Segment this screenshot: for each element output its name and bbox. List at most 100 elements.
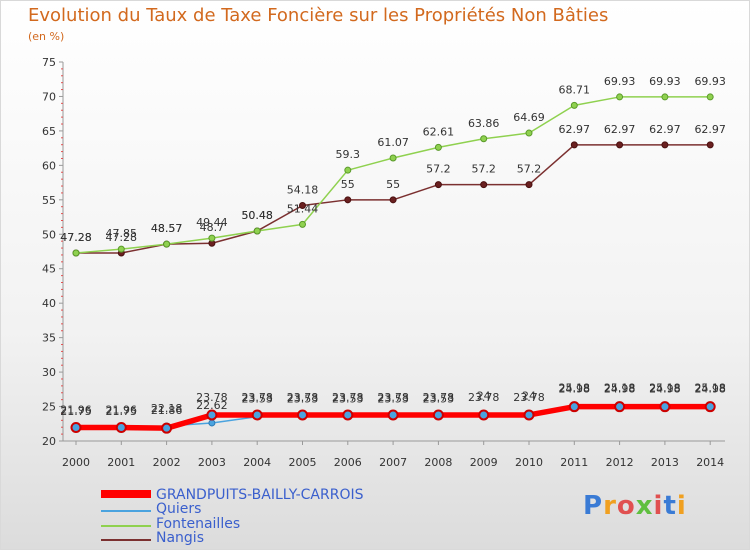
data-label: 54.18	[287, 183, 319, 196]
data-label: 23.53	[287, 393, 319, 406]
data-label: 69.93	[694, 75, 726, 88]
data-label: 23.53	[332, 393, 364, 406]
chart-title: Evolution du Taux de Taxe Foncière sur l…	[28, 5, 609, 26]
data-label: 47.85	[106, 227, 138, 240]
data-label: 23.78	[196, 391, 228, 404]
data-label: 48.57	[151, 222, 183, 235]
data-point	[525, 129, 533, 137]
data-point	[706, 93, 714, 101]
y-tick-label: 25	[42, 401, 56, 414]
data-label: 55	[341, 178, 355, 191]
logo-letter: r	[603, 491, 617, 521]
y-tick-label: 50	[42, 228, 56, 241]
data-label: 48.7	[200, 221, 225, 234]
x-tick-label: 2012	[606, 456, 634, 469]
x-tick-label: 2013	[651, 456, 679, 469]
logo-letter: i	[653, 491, 664, 521]
legend-label: Fontenailles	[156, 516, 241, 532]
data-label: 50.48	[241, 209, 273, 222]
data-label: 21.96	[60, 403, 92, 416]
data-point	[208, 234, 216, 242]
data-label: 24	[477, 389, 491, 402]
data-label: 25.18	[649, 381, 681, 394]
data-label: 57.2	[471, 163, 496, 176]
x-tick-label: 2002	[153, 456, 181, 469]
data-label: 57.2	[517, 163, 542, 176]
data-label: 23.53	[423, 393, 455, 406]
data-point	[523, 409, 535, 421]
x-tick-label: 2014	[696, 456, 724, 469]
data-label: 23.53	[377, 393, 409, 406]
data-label: 21.75	[60, 405, 92, 418]
data-point	[161, 422, 173, 434]
y-axis-unit-label: (en %)	[28, 30, 65, 43]
y-tick-label: 75	[42, 56, 56, 69]
x-tick-label: 2011	[560, 456, 588, 469]
data-label: 23.78	[241, 391, 273, 404]
data-label: 25.18	[604, 381, 636, 394]
proxiti-logo: Proxiti	[583, 491, 687, 521]
data-point	[70, 421, 82, 433]
data-point	[616, 93, 624, 101]
x-tick-label: 2009	[470, 456, 498, 469]
data-label: 23.78	[287, 391, 319, 404]
x-tick-label: 2007	[379, 456, 407, 469]
y-tick-label: 20	[42, 435, 56, 448]
y-tick-label: 70	[42, 90, 56, 103]
data-label: 22.62	[196, 399, 228, 412]
legend-label: GRANDPUITS-BAILLY-CARROIS	[156, 487, 364, 503]
x-tick-label: 2010	[515, 456, 543, 469]
data-label: 47.28	[60, 231, 92, 244]
data-point	[72, 249, 80, 257]
data-label: 21.96	[106, 403, 138, 416]
data-point	[389, 154, 397, 162]
data-label: 62.61	[423, 125, 455, 138]
data-point	[163, 240, 171, 248]
data-label: 24	[522, 389, 536, 402]
data-point	[614, 401, 626, 413]
data-label: 21.75	[106, 405, 138, 418]
data-label: 62.97	[604, 123, 636, 136]
y-tick-label: 60	[42, 159, 56, 172]
data-label: 49.44	[196, 216, 228, 229]
data-label: 24.98	[694, 383, 726, 396]
data-label: 23.78	[513, 391, 545, 404]
y-tick-label: 45	[42, 263, 56, 276]
data-label: 61.07	[377, 136, 409, 149]
data-label: 21.86	[151, 404, 183, 417]
x-tick-label: 2005	[289, 456, 317, 469]
data-label: 62.97	[694, 123, 726, 136]
data-point	[480, 135, 488, 143]
data-label: 48.57	[151, 222, 183, 235]
y-tick-label: 55	[42, 194, 56, 207]
data-label: 47.28	[60, 231, 92, 244]
data-point	[115, 421, 127, 433]
data-label: 23.78	[332, 391, 364, 404]
data-label: 25.18	[694, 381, 726, 394]
data-point	[659, 401, 671, 413]
data-point	[570, 101, 578, 109]
data-point	[661, 93, 669, 101]
y-tick-label: 40	[42, 297, 56, 310]
data-point	[297, 409, 308, 421]
x-tick-label: 2008	[424, 456, 452, 469]
data-label: 64.69	[513, 111, 545, 124]
data-point	[206, 409, 218, 421]
x-tick-label: 2001	[107, 456, 135, 469]
data-point	[299, 201, 306, 209]
logo-letter: i	[676, 491, 687, 521]
data-point	[208, 419, 216, 427]
x-tick-label: 2006	[334, 456, 362, 469]
data-point	[117, 245, 125, 253]
logo-letter: P	[583, 491, 604, 521]
data-label: 69.93	[604, 75, 636, 88]
data-point	[253, 227, 261, 235]
legend-swatch	[101, 539, 151, 541]
data-point	[704, 401, 716, 413]
data-point	[387, 409, 399, 421]
data-point	[344, 166, 352, 174]
data-label: 24.98	[559, 383, 591, 396]
data-point	[434, 181, 442, 189]
logo-letter: t	[663, 491, 677, 521]
data-label: 51.44	[287, 202, 319, 215]
